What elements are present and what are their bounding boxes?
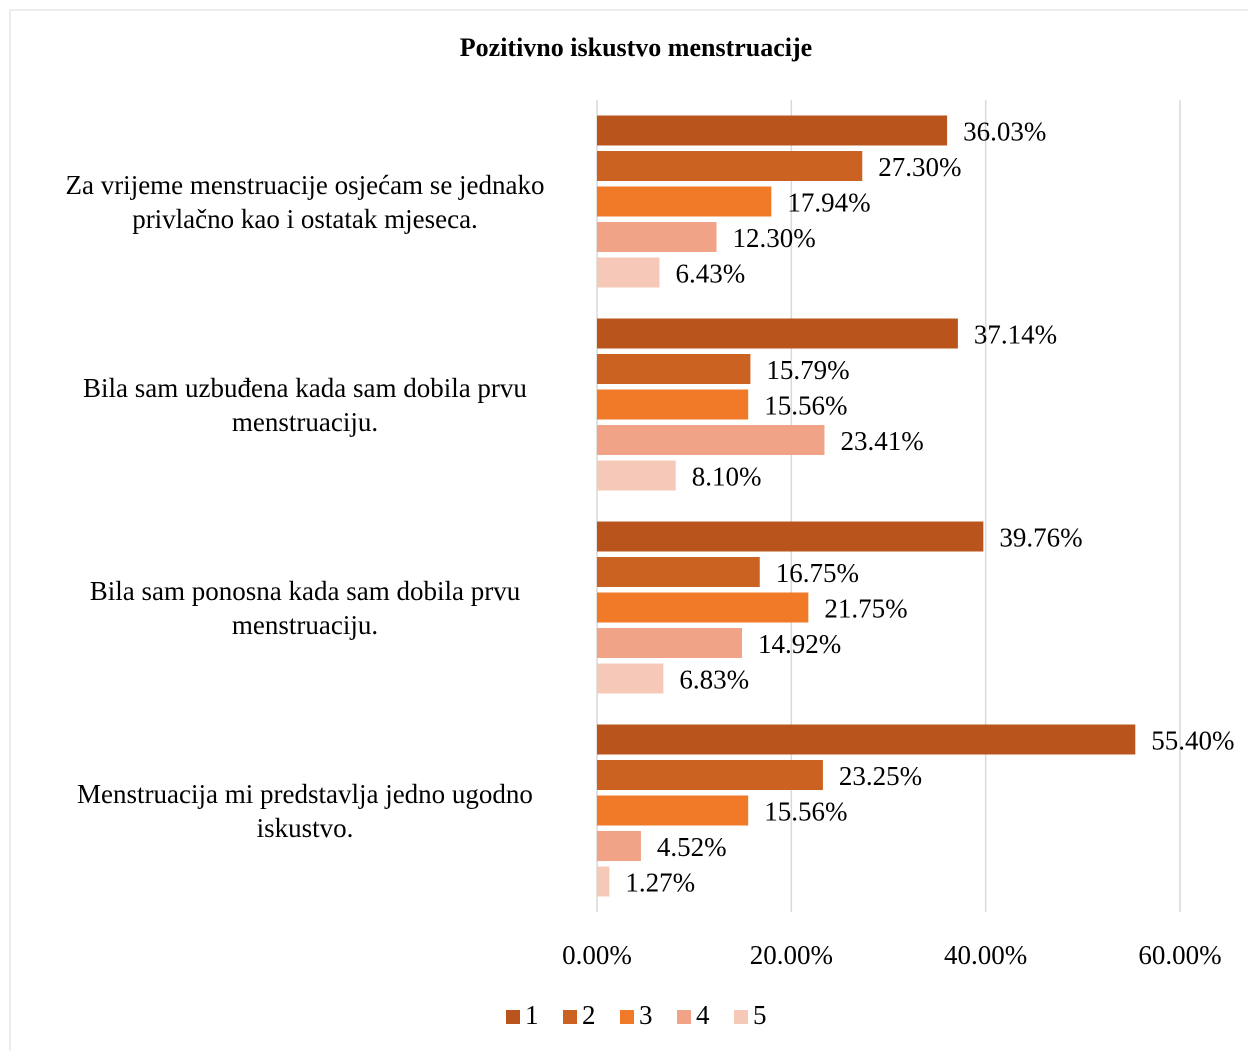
bar (597, 222, 717, 252)
bar (597, 795, 749, 826)
bar (597, 521, 984, 552)
value-label: 55.40% (1151, 726, 1234, 756)
x-tick-label: 20.00% (750, 940, 833, 970)
bar (597, 557, 760, 587)
value-label: 23.41% (840, 426, 923, 456)
legend-swatch (620, 1010, 634, 1024)
legend-swatch (563, 1010, 577, 1024)
value-label: 27.30% (878, 152, 961, 182)
value-label: 6.83% (679, 665, 749, 695)
legend-label: 2 (582, 1000, 596, 1030)
category-label: Bila sam ponosna kada sam dobila prvu me… (89, 575, 521, 640)
value-label: 15.56% (764, 391, 847, 421)
legend-label: 3 (639, 1000, 653, 1030)
value-label: 6.43% (675, 259, 745, 289)
value-label: 8.10% (692, 462, 762, 492)
category-label: Menstruacija mi predstavlja jedno ugodno… (77, 778, 533, 843)
bar (597, 354, 751, 384)
value-label: 12.30% (733, 223, 816, 253)
bar (597, 592, 809, 623)
value-label: 4.52% (657, 832, 727, 862)
legend-label: 5 (753, 1000, 767, 1030)
bar (597, 186, 772, 217)
value-label: 17.94% (787, 188, 870, 218)
value-label: 39.76% (999, 523, 1082, 553)
value-label: 15.79% (766, 355, 849, 385)
bar (597, 318, 958, 349)
value-label: 16.75% (776, 558, 859, 588)
value-label: 21.75% (824, 594, 907, 624)
chart-title: Pozitivno iskustvo menstruacije (460, 33, 812, 62)
bar (597, 663, 664, 694)
legend-swatch (506, 1010, 520, 1024)
legend-swatch (677, 1010, 691, 1024)
value-label: 1.27% (625, 868, 695, 898)
chart-border (9, 9, 1248, 1051)
x-tick-label: 40.00% (944, 940, 1027, 970)
bar (597, 151, 863, 181)
value-label: 14.92% (758, 629, 841, 659)
category-label: Za vrijeme menstruacije osjećam se jedna… (65, 169, 545, 234)
bar (597, 724, 1136, 755)
legend-label: 1 (525, 1000, 539, 1030)
bar (597, 257, 660, 288)
bar (597, 389, 749, 420)
x-tick-label: 0.00% (562, 940, 632, 970)
legend-swatch (734, 1010, 748, 1024)
value-label: 37.14% (974, 320, 1057, 350)
bar (597, 866, 610, 897)
legend-label: 4 (696, 1000, 710, 1030)
value-label: 23.25% (839, 761, 922, 791)
bar (597, 831, 641, 861)
bar (597, 425, 825, 455)
category-label: Bila sam uzbuđena kada sam dobila prvu m… (83, 372, 527, 437)
x-tick-label: 60.00% (1138, 940, 1221, 970)
value-label: 15.56% (764, 797, 847, 827)
bar (597, 460, 676, 491)
bar (597, 115, 948, 146)
value-label: 36.03% (963, 117, 1046, 147)
bar (597, 628, 742, 658)
bar (597, 760, 823, 790)
